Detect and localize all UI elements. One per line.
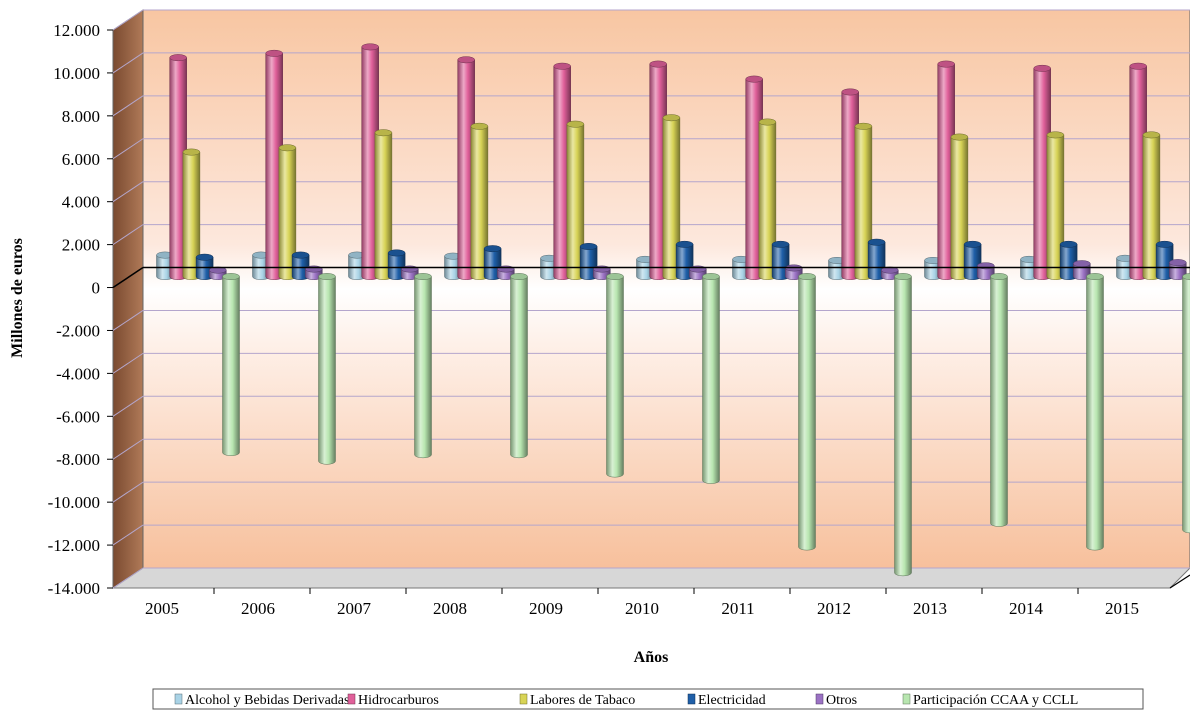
legend-swatch (175, 694, 182, 704)
legend-label: Electricidad (698, 693, 766, 708)
x-tick-label: 2006 (241, 599, 275, 618)
bar (319, 273, 336, 464)
bar (511, 273, 528, 458)
legend-label: Participación CCAA y CCLL (913, 693, 1078, 708)
x-tick-label: 2012 (817, 599, 851, 618)
x-axis-title: Años (634, 649, 669, 666)
bar (799, 273, 816, 550)
y-axis-ticks: 12.000 10.000 8.000 6.000 4.000 2.000 0 -2.000 -… (48, 21, 113, 598)
y-tick-label: 2.000 (62, 236, 100, 255)
legend-item: Participación CCAA y CCLL (903, 693, 1078, 708)
y-tick-label: -4.000 (56, 364, 100, 383)
legend-item: Labores de Tabaco (520, 693, 635, 708)
bar (991, 273, 1008, 526)
y-tick-label: 6.000 (62, 150, 100, 169)
bar (223, 273, 240, 455)
legend-item: Hidrocarburos (348, 693, 439, 708)
x-tick-label: 2005 (145, 599, 179, 618)
x-tick-label: 2008 (433, 599, 467, 618)
x-tick-label: 2009 (529, 599, 563, 618)
x-tick-label: 2010 (625, 599, 659, 618)
x-tick-label: 2014 (1009, 599, 1044, 618)
floor (113, 568, 1190, 588)
legend-swatch (903, 694, 910, 704)
side-wall (113, 10, 143, 588)
y-tick-label: -8.000 (56, 450, 100, 469)
y-tick-label: -2.000 (56, 321, 100, 340)
x-tick-label: 2007 (337, 599, 372, 618)
bar (1183, 273, 1190, 533)
legend-label: Labores de Tabaco (530, 693, 635, 708)
x-tick-label: 2011 (721, 599, 754, 618)
legend-item: Alcohol y Bebidas Derivadas (175, 693, 349, 708)
y-axis-title: Millones de euros (9, 238, 26, 358)
y-tick-label: 8.000 (62, 107, 100, 126)
bar (607, 273, 624, 477)
legend-label: Alcohol y Bebidas Derivadas (185, 693, 349, 708)
bar (703, 273, 720, 483)
y-tick-label: 0 (92, 279, 101, 298)
legend-label: Hidrocarburos (358, 693, 439, 708)
bar (415, 273, 432, 458)
bar (1087, 273, 1104, 550)
y-tick-label: -14.000 (48, 579, 100, 598)
legend-swatch (816, 694, 823, 704)
y-tick-label: 12.000 (53, 21, 100, 40)
x-tick-label: 2013 (913, 599, 947, 618)
legend-swatch (348, 694, 355, 704)
x-axis-ticks: 2005 2006 2007 2008 2009 2010 2011 2012 2013 2014… (145, 588, 1139, 618)
bar (895, 273, 912, 576)
y-tick-label: -10.000 (48, 493, 100, 512)
legend-swatch (520, 694, 527, 704)
legend: Alcohol y Bebidas Derivadas Hidrocarburos… (175, 693, 1078, 708)
y-tick-label: -6.000 (56, 407, 100, 426)
legend-label: Otros (826, 693, 857, 708)
y-tick-label: 10.000 (53, 64, 100, 83)
legend-swatch (688, 694, 695, 704)
legend-item: Electricidad (688, 693, 766, 708)
y-tick-label: 4.000 (62, 193, 100, 212)
x-tick-label: 2015 (1105, 599, 1139, 618)
y-tick-label: -12.000 (48, 536, 100, 555)
